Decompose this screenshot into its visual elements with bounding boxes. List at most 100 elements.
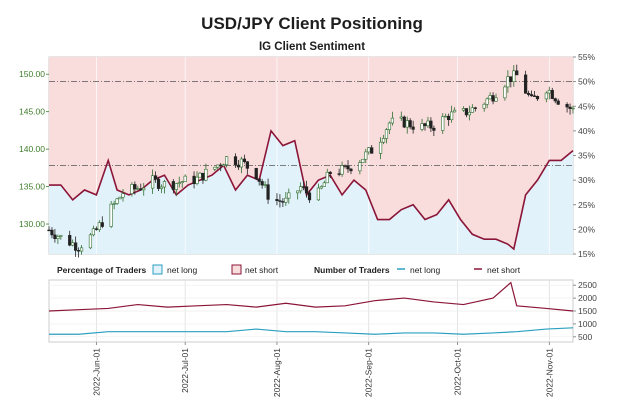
price-candle [423,122,427,131]
candle-body [550,90,554,99]
legend-pct-short-label: net short [245,265,279,275]
candle-body [367,147,371,153]
legend-num-long-label: net long [410,265,441,275]
candle-body [171,181,175,190]
candle-body [109,203,113,227]
date-tick-label: 2022-Sep-01 [364,348,374,397]
candle-body [494,97,498,102]
price-candle [162,179,167,194]
price-candle [381,134,386,145]
candle-body [503,86,507,99]
candle-body [464,108,469,116]
price-candle [88,232,93,249]
candle-body [381,138,386,143]
price-candle [565,102,569,113]
percent-axis: 15% 20% 25% 30% 35% 40% 45% 50% 55% [573,52,595,259]
candle-body [198,172,202,178]
candle-body [77,250,81,252]
candle-body [112,203,116,205]
candle-body [275,199,279,201]
price-candle [275,193,279,206]
candle-body [195,176,199,184]
price-candle [420,118,424,132]
net-long-area [49,130,573,254]
legend-pct-short-swatch [231,264,242,275]
percent-tick-label: 55% [578,52,595,62]
price-candle [387,121,392,134]
price-candle [444,113,448,118]
price-candle [408,118,412,130]
candle-body [142,187,146,191]
candle-body [571,107,575,110]
candle-body [349,168,353,172]
candle-body [384,129,389,139]
candle-body [378,141,383,154]
candle-body [319,186,323,189]
price-candle [524,70,528,94]
price-candle [239,156,244,174]
price-candle [509,76,513,88]
price-candle [411,120,415,134]
price-candle [156,176,161,191]
price-candle [50,227,54,239]
legend-pct-title: Percentage of Traders [57,265,147,275]
price-candle [171,179,175,194]
price-candle [109,200,113,229]
price-candle [482,102,486,112]
price-candle [384,128,389,144]
candle-body [535,96,540,100]
traders-tick-label: 2500 [578,280,597,290]
price-candle [432,125,436,136]
candle-body [133,184,137,190]
candle-body [544,92,548,100]
candle-body [509,76,513,83]
date-tick-label: 2022-Nov-01 [544,348,554,397]
price-candle [130,182,134,197]
price-candle [535,95,540,102]
candle-body [162,181,167,188]
candle-body [219,164,223,167]
candle-body [532,95,537,97]
price-candle [447,113,451,126]
candle-body [506,76,510,88]
candle-body [287,192,291,199]
candle-body [213,166,217,170]
price-candle [450,105,454,123]
candle-body [50,229,54,236]
price-candle [79,245,84,255]
candle-body [364,151,368,160]
candle-body [239,158,244,168]
price-candle [133,181,137,195]
price-candle [153,171,158,183]
price-candle [470,104,474,113]
candle-body [467,112,471,116]
traders-plot: 500 1000 1500 2000 2500 [48,279,597,343]
price-candle [53,228,57,243]
candle-body [97,222,101,230]
price-candle [59,234,63,240]
price-candle [506,70,510,93]
price-candle [526,90,531,97]
price-candle [257,178,261,186]
candle-body [565,104,569,108]
price-candle [121,189,125,202]
candle-body [79,247,84,252]
price-candle [94,226,98,231]
price-candle [532,91,537,97]
candle-body [444,115,448,118]
candle-body [340,165,344,175]
price-tick-label: 135.00 [19,182,45,192]
candle-body [174,183,178,190]
percent-tick-label: 25% [578,200,595,210]
candle-body [370,147,374,154]
candle-body [204,168,208,181]
price-candle [316,183,321,201]
price-candle [260,178,264,189]
percent-tick-label: 20% [578,224,595,234]
price-candle [183,174,187,183]
candle-body [225,156,229,166]
price-candle [301,181,306,191]
candle-body [361,158,365,163]
legend-num-short-label: net short [487,265,521,275]
chart-title: USD/JPY Client Positioning [201,14,423,33]
